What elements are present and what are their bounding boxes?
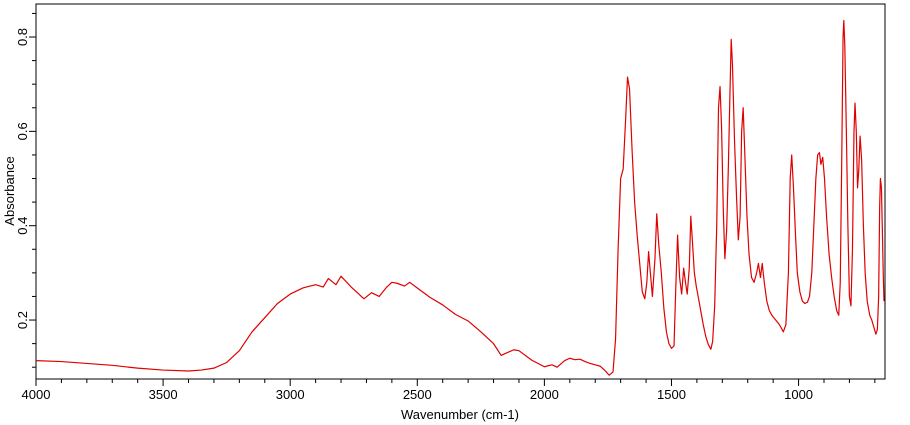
x-tick-label: 4000	[22, 387, 51, 402]
x-tick-label: 1000	[784, 387, 813, 402]
x-tick-label: 2000	[530, 387, 559, 402]
spectrum-line	[35, 19, 885, 376]
x-axis-title: Wavenumber (cm-1)	[401, 407, 519, 422]
x-tick-label: 1500	[657, 387, 686, 402]
y-tick-label: 0.4	[15, 217, 30, 235]
y-axis-title: Absorbance	[2, 156, 17, 225]
x-axis-ticks: 4000 3500 3000 2500 2000 1500 1000	[22, 379, 876, 402]
y-tick-label: 0.6	[15, 122, 30, 140]
y-axis-ticks: 0.2 0.4 0.6 0.8	[15, 12, 36, 368]
x-tick-label: 2500	[403, 387, 432, 402]
plot-frame	[35, 3, 886, 380]
x-tick-label: 3500	[149, 387, 178, 402]
x-tick-label: 3000	[276, 387, 305, 402]
y-tick-label: 0.2	[15, 311, 30, 329]
spectrum-series	[35, 19, 885, 376]
y-tick-label: 0.8	[15, 28, 30, 46]
